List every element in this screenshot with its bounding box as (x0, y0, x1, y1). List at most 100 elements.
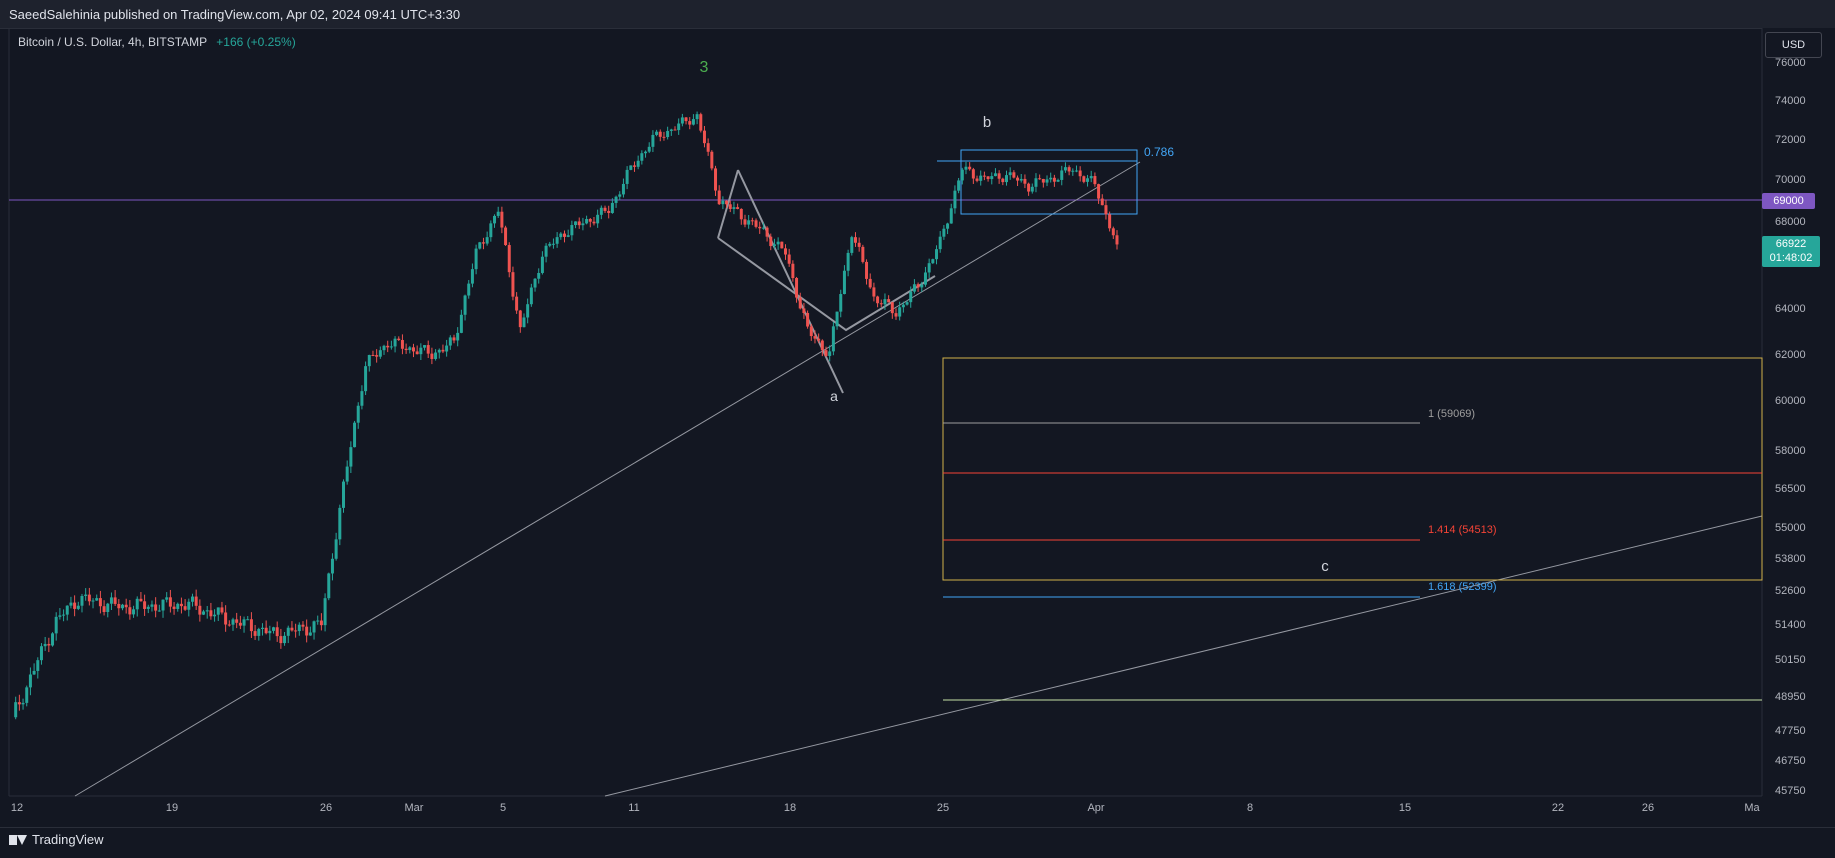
last-price-tag: 66922 01:48:02 (1762, 236, 1820, 267)
candle-body (220, 607, 224, 613)
candle-body (1049, 177, 1053, 180)
candle-body (378, 350, 382, 357)
candle-body (157, 610, 161, 612)
candle-body (338, 507, 342, 540)
candle-body (817, 338, 821, 341)
candle-body (912, 284, 916, 292)
time-axis-label: 5 (500, 802, 506, 814)
candle-body (58, 615, 62, 617)
candle-body (264, 627, 268, 634)
candle-body (493, 215, 497, 224)
candle-body (213, 614, 217, 617)
candle-body (121, 604, 124, 609)
candle-body (1045, 179, 1049, 183)
candle-body (714, 168, 718, 191)
candle-body (198, 605, 202, 615)
candle-body (968, 166, 972, 170)
wave-b-label: b (983, 114, 991, 131)
candle-body (260, 627, 264, 629)
candle-body (596, 214, 600, 224)
candle-body (17, 702, 21, 705)
tradingview-logo[interactable]: TradingView (9, 832, 104, 847)
candle-body (187, 601, 191, 610)
candle-body (953, 190, 957, 209)
candle-body (993, 173, 997, 177)
candle-body (1005, 175, 1008, 183)
footer-bar (0, 827, 1835, 858)
currency-button[interactable]: USD (1765, 32, 1822, 58)
fib-0786-label: 0.786 (1144, 145, 1174, 159)
candle-body (452, 337, 456, 341)
price-axis-label: 52600 (1775, 585, 1806, 597)
candle-body (1030, 186, 1034, 192)
candle-body (415, 351, 419, 355)
price-axis-label: 45750 (1775, 785, 1806, 797)
candle-body (294, 630, 298, 632)
candle-body (504, 227, 508, 246)
candle-body (268, 630, 272, 634)
candle-body (662, 136, 666, 138)
candle-body (883, 299, 887, 305)
candle-body (246, 619, 250, 621)
candle-body (1027, 183, 1031, 192)
candle-body (975, 178, 979, 181)
candle-body (474, 248, 478, 270)
candle-body (1104, 205, 1108, 215)
candle-body (419, 347, 423, 355)
candle-body (909, 291, 913, 303)
candle-body (795, 278, 799, 298)
candle-body (1108, 214, 1112, 229)
candle-body (463, 295, 467, 315)
candle-body (935, 249, 939, 260)
candle-body (728, 204, 732, 209)
candle-body (73, 602, 77, 609)
candle-body (179, 603, 183, 607)
candle-body (1097, 184, 1101, 199)
candle-body (625, 169, 629, 184)
price-axis-label: 48950 (1775, 691, 1806, 703)
candle-body (809, 326, 813, 337)
candle-body (1056, 179, 1060, 182)
candle-body (1071, 170, 1075, 172)
candle-body (927, 263, 931, 273)
candle-body (382, 345, 386, 351)
candle-body (621, 183, 625, 195)
candle-body (257, 628, 261, 636)
candle-body (636, 160, 640, 167)
candle-body (691, 119, 695, 125)
candle-body (861, 246, 865, 262)
candle-body (765, 227, 769, 237)
candle-body (666, 130, 670, 138)
candle-body (272, 627, 276, 631)
fib-extension-box (942, 357, 1763, 581)
candle-body (511, 272, 515, 297)
candle-body (1089, 176, 1093, 179)
candle-body (154, 604, 158, 611)
candle-body (51, 633, 55, 646)
candle-body (802, 308, 806, 314)
candle-body (824, 350, 828, 356)
price-axis-label: 53800 (1775, 553, 1806, 565)
candle-body (353, 422, 357, 448)
candle-body (551, 243, 555, 245)
candle-body (750, 220, 754, 222)
candle-body (949, 208, 953, 224)
candle-body (1034, 178, 1038, 187)
price-axis-label: 55000 (1775, 522, 1806, 534)
candle-body (647, 146, 651, 152)
candle-body (143, 601, 147, 609)
candle-body (887, 299, 891, 303)
candle-body (481, 242, 485, 244)
candle-body (456, 332, 460, 341)
candle-body (1115, 235, 1119, 245)
lower-trendline (604, 515, 1763, 797)
candle-body (839, 294, 843, 312)
price-axis-label: 46750 (1775, 755, 1806, 767)
candle-body (102, 606, 106, 613)
candle-body (190, 596, 194, 602)
candle-body (404, 348, 408, 351)
candle-body (202, 611, 206, 615)
candle-body (165, 597, 169, 600)
candle-body (706, 143, 710, 152)
